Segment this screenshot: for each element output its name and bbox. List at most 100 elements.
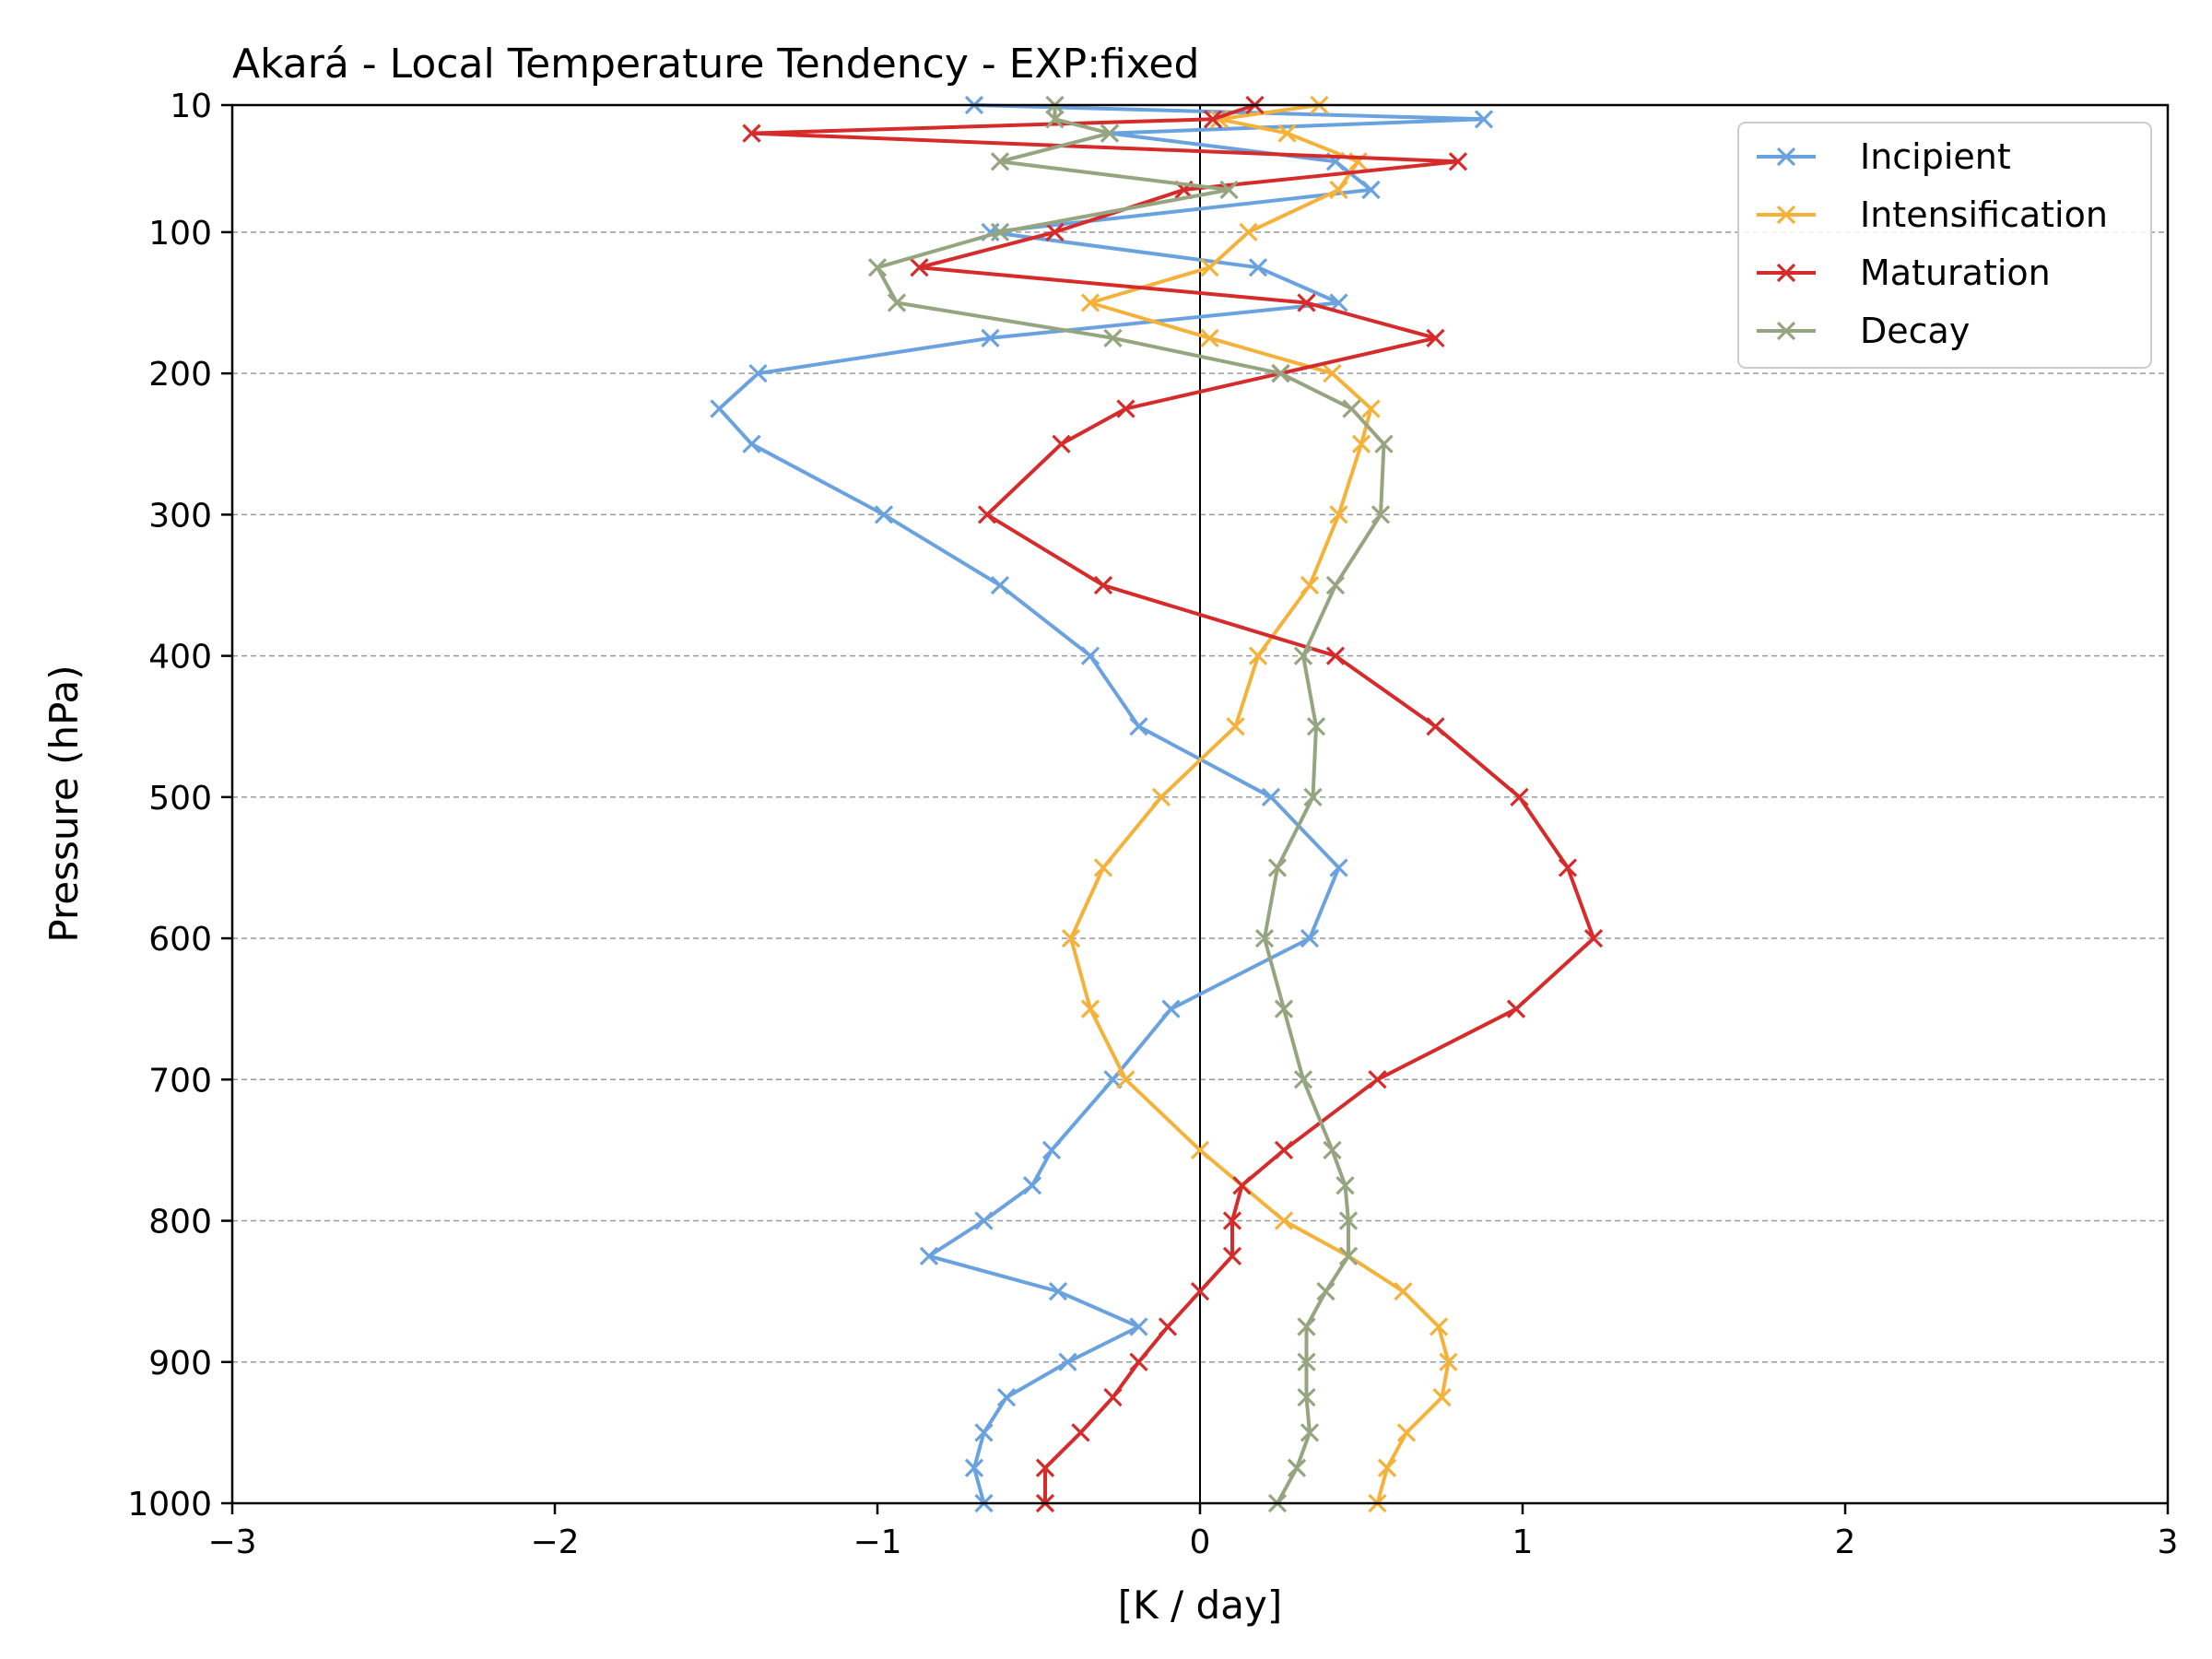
- y-axis-ticks: 10 100 200 300 400 500 600 700 800 900 1000: [127, 88, 232, 1524]
- data-point-maturation: [1448, 152, 1468, 171]
- data-point-maturation: [1297, 293, 1316, 312]
- data-point-incipient: [1080, 646, 1100, 665]
- legend: Incipient Intensification Maturation Decay: [1737, 122, 2152, 369]
- data-point-decay: [1316, 1282, 1335, 1301]
- legend-entry-incipient: Incipient: [1757, 136, 2011, 177]
- data-point-maturation: [910, 258, 929, 277]
- data-point-intensification: [1432, 1387, 1452, 1407]
- series-decay: [867, 95, 1394, 1513]
- data-point-intensification: [1116, 1070, 1135, 1089]
- data-point-maturation: [1222, 1246, 1242, 1265]
- data-point-intensification: [1377, 1458, 1397, 1477]
- x-tick-label: 2: [1835, 1524, 1856, 1561]
- data-point-decay: [1371, 505, 1391, 524]
- data-point-maturation: [1093, 575, 1113, 595]
- data-point-decay: [1100, 124, 1120, 143]
- data-point-incipient: [919, 1246, 939, 1265]
- data-point-intensification: [1061, 928, 1081, 948]
- data-point-intensification: [1396, 1423, 1417, 1442]
- legend-entry-decay: Decay: [1757, 311, 1970, 351]
- y-tick-label: 500: [148, 780, 212, 818]
- legend-entry-maturation: Maturation: [1757, 253, 2051, 293]
- data-point-incipient: [1129, 717, 1148, 736]
- y-tick-label: 200: [148, 356, 212, 394]
- series-group: [710, 95, 1604, 1513]
- data-point-incipient: [1048, 1282, 1068, 1301]
- data-point-decay: [1271, 364, 1290, 383]
- data-point-maturation: [1583, 928, 1604, 948]
- data-point-incipient: [874, 505, 894, 524]
- data-point-maturation: [1232, 1176, 1252, 1195]
- data-point-intensification: [1361, 399, 1381, 418]
- data-point-decay: [1293, 1070, 1313, 1089]
- data-point-decay: [1219, 180, 1239, 200]
- series-intensification: [1061, 95, 1458, 1513]
- data-point-intensification: [1093, 858, 1113, 877]
- data-point-intensification: [1323, 364, 1342, 383]
- data-point-intensification: [1300, 575, 1320, 595]
- data-point-maturation: [742, 124, 761, 143]
- data-point-incipient: [974, 1211, 994, 1230]
- data-point-incipient: [1329, 858, 1348, 877]
- y-tick-label: 700: [148, 1062, 212, 1100]
- y-axis-label: Pressure (hPa): [41, 665, 87, 942]
- legend-label: Decay: [1860, 311, 1970, 351]
- legend-label: Intensification: [1860, 194, 2108, 235]
- data-point-decay: [1303, 787, 1323, 806]
- data-point-decay: [1323, 1140, 1342, 1160]
- data-point-maturation: [1158, 1317, 1178, 1336]
- data-point-maturation: [1203, 110, 1223, 129]
- x-tick-label: 0: [1190, 1524, 1211, 1561]
- data-point-intensification: [1248, 646, 1268, 665]
- data-point-incipient: [1022, 1176, 1042, 1195]
- data-point-decay: [1045, 110, 1065, 129]
- x-tick-label: −1: [853, 1524, 901, 1561]
- series-maturation: [742, 95, 1604, 1513]
- data-point-decay: [990, 222, 1010, 242]
- y-tick-label: 800: [148, 1204, 212, 1241]
- legend-swatch-marker: [1776, 263, 1796, 283]
- x-tick-label: 3: [2158, 1524, 2179, 1561]
- data-point-decay: [1103, 328, 1123, 347]
- data-point-incipient: [974, 1423, 994, 1442]
- data-point-incipient: [710, 399, 729, 418]
- data-point-maturation: [1103, 1387, 1123, 1407]
- data-point-maturation: [1129, 1352, 1148, 1371]
- data-point-decay: [1293, 646, 1313, 665]
- data-point-decay: [990, 152, 1010, 171]
- y-tick-label: 300: [148, 497, 212, 535]
- data-point-maturation: [1506, 999, 1526, 1018]
- data-point-incipient: [990, 575, 1010, 595]
- data-point-intensification: [1394, 1282, 1413, 1301]
- data-point-decay: [1374, 434, 1394, 453]
- data-point-incipient: [1041, 1140, 1062, 1160]
- data-point-decay: [887, 293, 907, 312]
- x-tick-label: −3: [207, 1524, 256, 1561]
- data-point-maturation: [1222, 1211, 1242, 1230]
- data-point-maturation: [977, 505, 997, 524]
- data-point-intensification: [1239, 222, 1258, 242]
- data-point-decay: [1338, 1246, 1359, 1265]
- data-point-intensification: [1439, 1352, 1458, 1371]
- data-point-intensification: [1080, 999, 1100, 1018]
- y-tick-label: 900: [148, 1345, 212, 1382]
- data-point-intensification: [1200, 328, 1219, 347]
- data-point-decay: [1274, 999, 1294, 1018]
- data-point-incipient: [1361, 180, 1381, 200]
- y-tick-label: 400: [148, 639, 212, 677]
- legend-swatch-marker: [1776, 321, 1796, 341]
- data-point-decay: [1306, 717, 1326, 736]
- data-point-incipient: [981, 328, 1000, 347]
- data-point-intensification: [1274, 1211, 1294, 1230]
- data-point-maturation: [1116, 399, 1135, 418]
- data-point-decay: [867, 258, 888, 277]
- y-tick-label: 100: [148, 215, 212, 253]
- y-tick-label: 600: [148, 921, 212, 959]
- data-point-decay: [1297, 1387, 1316, 1407]
- data-point-incipient: [996, 1387, 1017, 1407]
- data-point-intensification: [1200, 258, 1219, 277]
- data-point-decay: [1342, 399, 1361, 418]
- data-point-intensification: [1329, 180, 1348, 200]
- y-tick-label: 10: [170, 88, 212, 125]
- data-point-maturation: [1426, 328, 1445, 347]
